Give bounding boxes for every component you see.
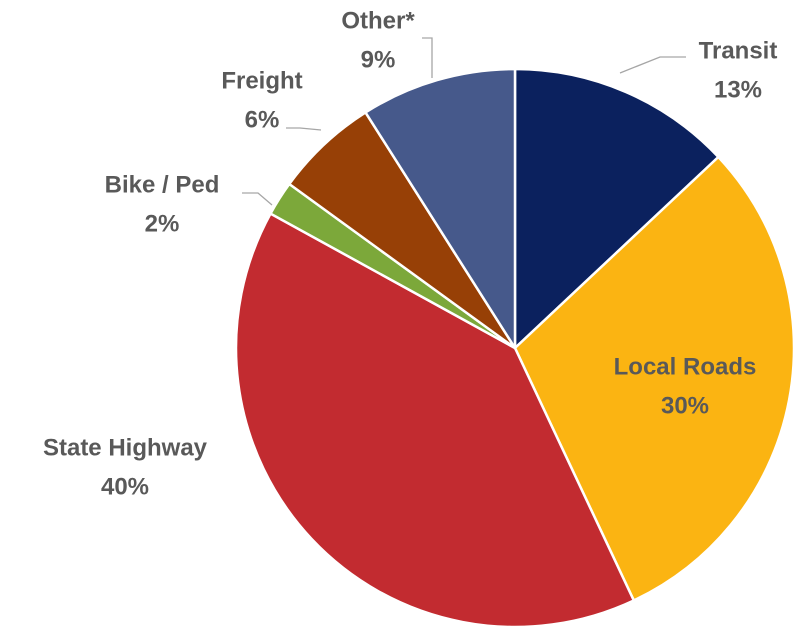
pie-slice [513,67,721,351]
leader-line [422,37,433,78]
slice-value-label: 2% [145,210,180,237]
leader-line [286,127,322,131]
slice-value-label: 6% [245,106,280,133]
pie-slice [513,155,795,603]
pie-slice [363,67,517,353]
slice-label: Freight [221,67,302,94]
slice-value-label: 30% [661,392,709,419]
slice-label: Bike / Ped [105,171,220,198]
slice-value-label: 9% [361,46,396,73]
slice-label: State Highway [43,434,208,461]
slice-value-label: 13% [714,76,762,103]
slice-label: Other* [341,7,415,34]
leader-line [619,56,686,74]
leader-line [242,192,273,206]
slice-label: Local Roads [614,353,757,380]
slice-label: Transit [699,37,778,64]
slice-value-label: 40% [101,473,149,500]
pie-slice [234,211,636,629]
